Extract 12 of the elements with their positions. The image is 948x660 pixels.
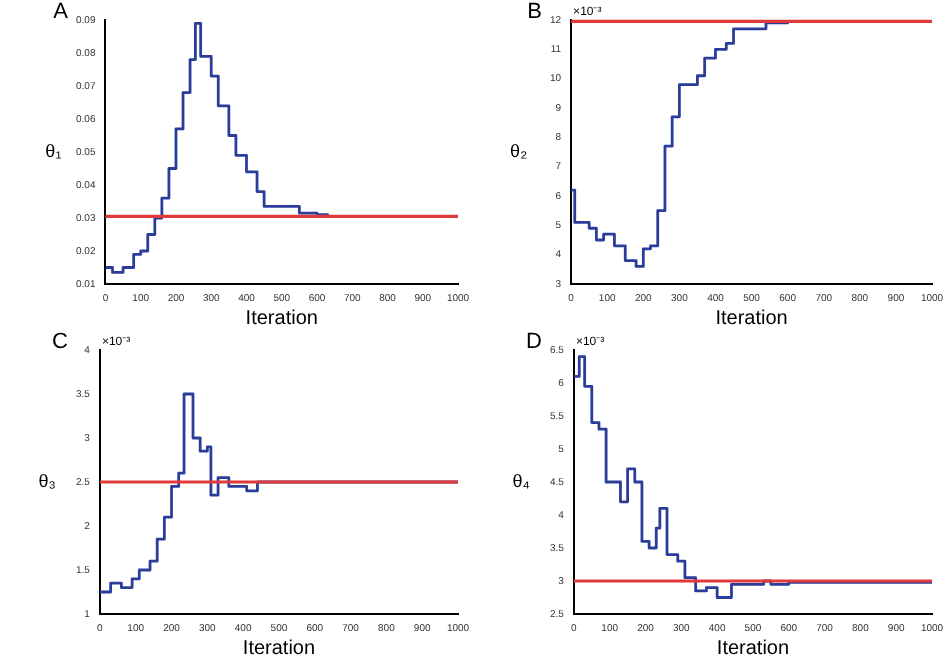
x-axis-title: Iteration xyxy=(716,637,790,660)
y-axis-title: θ₄ xyxy=(512,470,531,491)
x-axis-title: Iteration xyxy=(715,307,788,330)
y-axis-title: θ₁ xyxy=(45,140,62,161)
chart-title: C xyxy=(52,330,69,355)
chart-title: D xyxy=(526,330,543,355)
chart-title: B xyxy=(527,0,542,25)
x-axis-title: Iteration xyxy=(242,637,316,660)
y-axis-title: θ₂ xyxy=(510,140,529,161)
chart-title: A xyxy=(53,0,70,25)
x-axis-title: Iteration xyxy=(245,307,318,330)
y-axis-title: θ₃ xyxy=(38,470,57,491)
